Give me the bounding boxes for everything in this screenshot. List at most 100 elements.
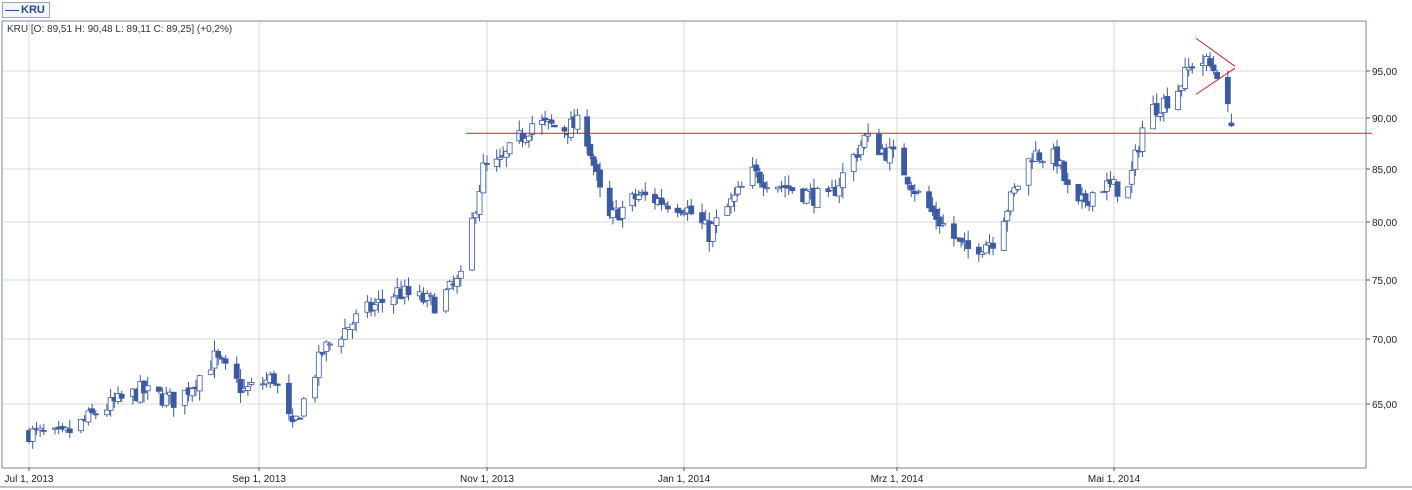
candle bbox=[390, 293, 397, 314]
candle bbox=[886, 138, 893, 171]
candle bbox=[431, 293, 438, 314]
candle bbox=[677, 207, 684, 217]
candle bbox=[222, 355, 229, 370]
x-tick-label: Jan 1, 2014 bbox=[658, 474, 711, 485]
x-axis: Jul 1, 2013 Sep 1, 2013 Nov 1, 2013 Jan 1, … bbox=[5, 467, 1141, 485]
candle bbox=[606, 180, 613, 220]
candle bbox=[756, 167, 763, 188]
candle bbox=[789, 187, 796, 194]
candle bbox=[1214, 69, 1221, 80]
candle bbox=[480, 153, 487, 194]
x-tick-label: Nov 1, 2013 bbox=[460, 474, 514, 485]
candle bbox=[259, 377, 266, 390]
candle bbox=[503, 150, 510, 168]
candle bbox=[574, 108, 581, 134]
candle bbox=[155, 386, 162, 394]
candle bbox=[457, 265, 464, 287]
y-tick-label: 95,00 bbox=[1372, 67, 1397, 78]
candle bbox=[975, 243, 982, 262]
candle bbox=[424, 290, 431, 308]
candle bbox=[1100, 190, 1107, 194]
candle bbox=[300, 396, 307, 418]
candle bbox=[940, 214, 947, 228]
candle bbox=[839, 163, 846, 199]
candle bbox=[610, 201, 616, 225]
y-tick-label: 70,00 bbox=[1372, 335, 1397, 346]
candle bbox=[850, 152, 857, 182]
candle bbox=[323, 340, 330, 362]
candle bbox=[1036, 148, 1043, 164]
candle bbox=[1210, 55, 1217, 75]
candle bbox=[688, 198, 695, 216]
y-tick-label: 85,00 bbox=[1372, 165, 1397, 176]
candle bbox=[1064, 172, 1071, 194]
candle bbox=[1089, 191, 1096, 212]
x-tick-label: Jul 1, 2013 bbox=[5, 474, 54, 485]
candle bbox=[915, 189, 922, 195]
candle bbox=[1150, 95, 1157, 130]
legend-line-icon bbox=[5, 9, 19, 11]
candle bbox=[315, 344, 322, 386]
candle bbox=[349, 321, 356, 340]
candle bbox=[1128, 161, 1135, 194]
candle bbox=[568, 111, 574, 141]
candle bbox=[207, 360, 214, 376]
candle bbox=[1004, 209, 1011, 232]
candle bbox=[854, 147, 861, 162]
candle bbox=[613, 199, 620, 219]
candle bbox=[542, 110, 549, 127]
candle bbox=[764, 181, 770, 193]
candle bbox=[1164, 87, 1171, 113]
candle bbox=[590, 154, 597, 175]
candle bbox=[271, 370, 277, 387]
candle bbox=[29, 425, 36, 449]
candle bbox=[958, 237, 964, 248]
annotation-lines bbox=[466, 37, 1372, 134]
candle bbox=[107, 388, 114, 417]
candle bbox=[118, 390, 125, 403]
candle bbox=[635, 189, 642, 203]
candle bbox=[215, 348, 222, 366]
candle bbox=[901, 143, 908, 176]
candle bbox=[1075, 183, 1082, 205]
candle bbox=[274, 383, 281, 394]
candle bbox=[497, 148, 503, 168]
candle bbox=[551, 124, 558, 128]
candle bbox=[965, 230, 972, 259]
candle bbox=[865, 123, 872, 142]
candle bbox=[785, 175, 792, 196]
legend-tab-kru[interactable]: KRU bbox=[2, 2, 50, 18]
legend-symbol-label: KRU bbox=[21, 4, 45, 16]
trendline bbox=[1195, 37, 1236, 67]
candle bbox=[1228, 113, 1235, 128]
candle bbox=[428, 292, 434, 306]
candle bbox=[738, 181, 745, 188]
candle bbox=[526, 135, 532, 148]
candle bbox=[104, 403, 110, 418]
candle bbox=[211, 340, 218, 379]
candle bbox=[529, 115, 536, 140]
y-axis: 65,00 70,00 75,00 80,00 85,00 90,00 95,00 bbox=[1366, 67, 1397, 411]
candle bbox=[454, 275, 460, 294]
candle bbox=[144, 376, 151, 401]
candle bbox=[926, 185, 932, 213]
candle bbox=[297, 417, 304, 420]
candle bbox=[1153, 93, 1160, 118]
candle bbox=[312, 374, 318, 403]
candle bbox=[1157, 112, 1164, 122]
ohlc-readout: KRU [O: 89,51 H: 90,48 L: 89,11 C: 89,25… bbox=[7, 24, 232, 35]
candle bbox=[749, 157, 756, 189]
candle bbox=[825, 185, 832, 198]
candle bbox=[548, 114, 555, 128]
candle bbox=[713, 209, 720, 234]
candle bbox=[661, 199, 668, 207]
candle bbox=[929, 197, 936, 216]
candle bbox=[735, 181, 742, 197]
candle bbox=[774, 186, 781, 193]
candle bbox=[442, 287, 449, 314]
candle bbox=[1125, 186, 1132, 199]
candle bbox=[469, 212, 475, 272]
candle bbox=[237, 369, 244, 403]
candle bbox=[244, 381, 251, 397]
